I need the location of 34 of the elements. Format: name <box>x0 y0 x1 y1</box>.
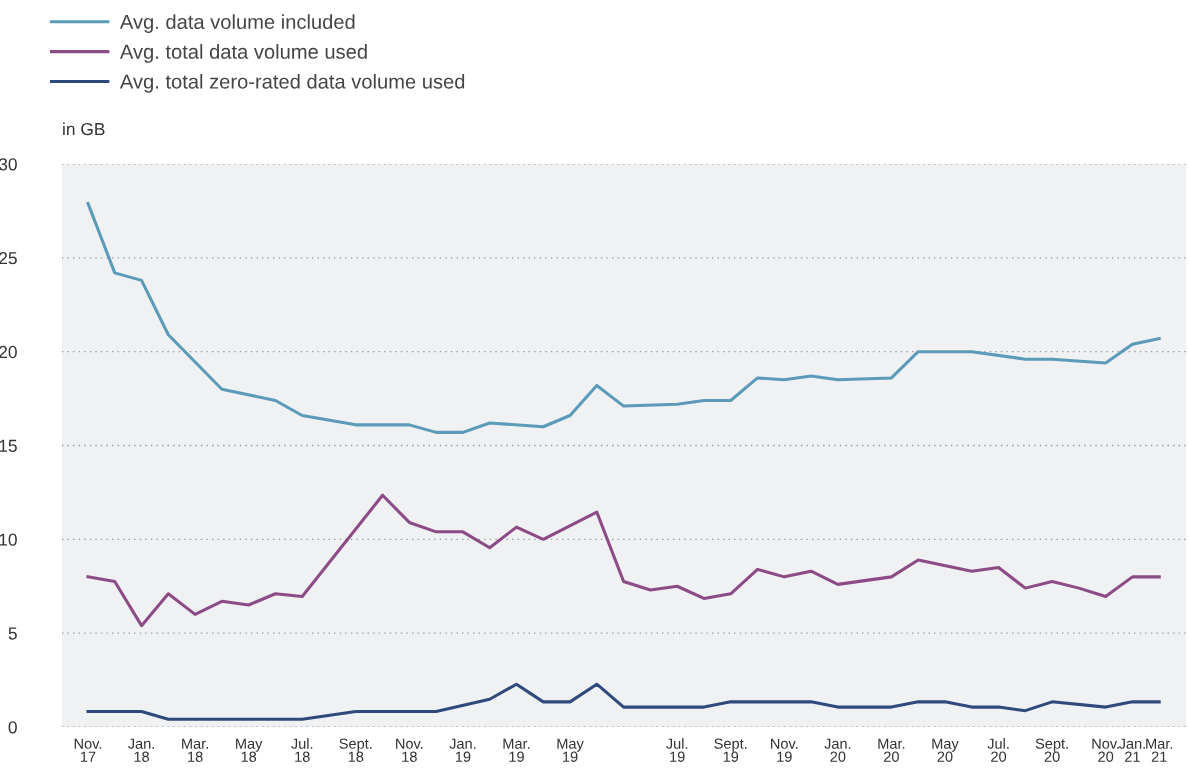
x-tick-label: Sept. 18 <box>339 738 372 762</box>
x-tick-label: Mar. 18 <box>182 738 208 762</box>
x-tick-label: Sept. 20 <box>1035 738 1068 762</box>
x-tick-label: Jul. 20 <box>987 738 1009 762</box>
x-tick-label: Jan. 19 <box>449 738 476 762</box>
x-tick-label: Nov. 17 <box>74 738 102 762</box>
x-tick-label: Jul. 19 <box>666 738 688 762</box>
line-series <box>86 682 1161 721</box>
x-tick-label: May 18 <box>236 738 263 762</box>
legend-label: Avg. total zero-rated data volume used <box>119 73 465 93</box>
x-tick-label: Jan. 18 <box>127 738 154 762</box>
y-tick-label: 20 <box>0 345 17 359</box>
x-tick-label: Nov. 19 <box>771 738 798 762</box>
line-series <box>86 493 1161 628</box>
x-tick-label: Sept. 19 <box>714 738 747 762</box>
x-tick-label: Jan. 21 <box>1118 738 1145 762</box>
y-tick-label: 15 <box>0 439 17 452</box>
line-series <box>86 201 1161 434</box>
y-tick-label: 25 <box>0 252 17 265</box>
legend-label: Avg. data volume included <box>119 14 355 33</box>
y-tick-label: 0 <box>8 721 17 734</box>
x-tick-label: Nov. 20 <box>1092 738 1119 762</box>
y-tick-label: 10 <box>0 533 17 546</box>
x-tick-label: Mar. 20 <box>878 738 905 762</box>
x-tick-label: Mar. 19 <box>503 738 530 762</box>
x-tick-label: May 19 <box>557 738 584 762</box>
x-tick-label: Mar. 21 <box>1146 738 1173 762</box>
x-tick-label: Jul. 18 <box>291 738 313 762</box>
x-tick-label: Jan. 20 <box>824 738 851 762</box>
x-tick-label: May 20 <box>932 738 959 762</box>
legend-label: Avg. total data volume used <box>119 44 367 63</box>
y-tick-label: 5 <box>8 627 17 640</box>
y-axis-title: in GB <box>63 122 105 136</box>
x-tick-label: Nov. 18 <box>396 738 423 762</box>
